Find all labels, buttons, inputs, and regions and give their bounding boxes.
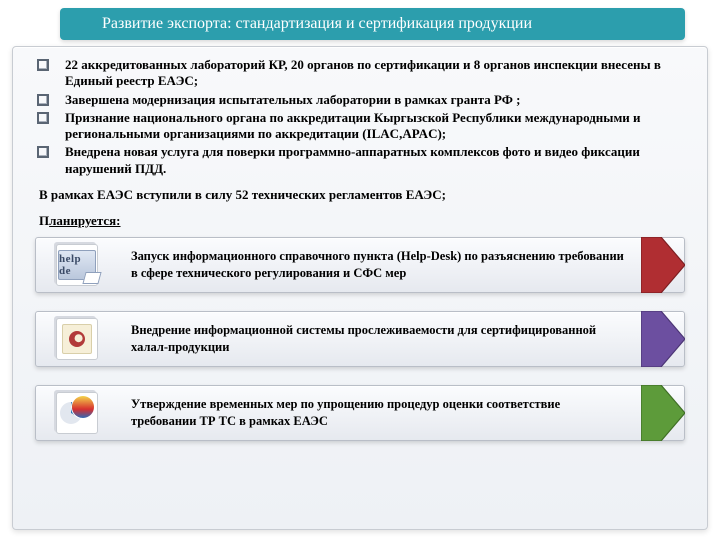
- slide-root: { "title": "Развитие экспорта: стандарти…: [0, 0, 720, 540]
- page-title: Развитие экспорта: стандартизация и серт…: [102, 15, 532, 33]
- planned-prefix: П: [39, 213, 49, 228]
- arrow-text: Внедрение информационной системы прослеж…: [131, 322, 624, 356]
- arrow-head-shape: [641, 237, 685, 293]
- planned-heading: Планируется:: [39, 213, 685, 229]
- arrow-head-icon: [641, 385, 685, 441]
- arrow-head-icon: [641, 237, 685, 293]
- arrow-list: help de Запуск информационного справочно…: [35, 237, 685, 441]
- list-item: 22 аккредитованных лабораторий КР, 20 ор…: [65, 57, 685, 90]
- halal-icon: [56, 318, 98, 360]
- eaes-glyph: [60, 396, 94, 430]
- halal-glyph: [62, 324, 92, 354]
- eaes-icon: [56, 392, 98, 434]
- arrow-text: Запуск информационного справочного пункт…: [131, 248, 624, 282]
- arrow-row: Утверждение временных мер по упрощению п…: [35, 385, 685, 441]
- subline-text: В рамках ЕАЭС вступили в силу 52 техниче…: [39, 187, 685, 203]
- list-item: Признание национального органа по аккред…: [65, 110, 685, 143]
- arrow-row: Внедрение информационной системы прослеж…: [35, 311, 685, 367]
- arrow-row: help de Запуск информационного справочно…: [35, 237, 685, 293]
- arrow-text: Утверждение временных мер по упрощению п…: [131, 396, 624, 430]
- list-item: Завершена модернизация испытательных лаб…: [65, 92, 685, 108]
- list-item: Внедрена новая услуга для поверки програ…: [65, 144, 685, 177]
- helpdesk-icon: help de: [56, 244, 98, 286]
- arrow-head-icon: [641, 311, 685, 367]
- help-glyph: help de: [58, 250, 96, 280]
- planned-underline: ланируется:: [49, 213, 120, 228]
- title-bar: Развитие экспорта: стандартизация и серт…: [60, 8, 685, 40]
- content-panel: 22 аккредитованных лабораторий КР, 20 ор…: [12, 46, 708, 530]
- achievement-list: 22 аккредитованных лабораторий КР, 20 ор…: [65, 57, 685, 177]
